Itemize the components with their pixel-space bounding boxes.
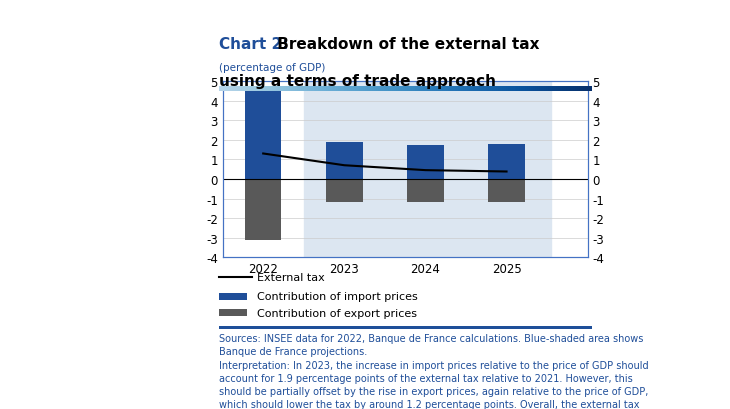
Bar [407,145,444,180]
Bar [488,144,525,180]
Text: Chart 2:: Chart 2: [219,37,288,52]
Text: Sources: INSEE data for 2022, Banque de France calculations. Blue-shaded area sh: Sources: INSEE data for 2022, Banque de … [219,333,649,409]
Text: using a terms of trade approach: using a terms of trade approach [219,74,496,89]
Bar [245,180,282,240]
Bar [326,180,363,203]
Text: Breakdown of the external tax: Breakdown of the external tax [272,37,539,52]
Text: External tax: External tax [257,272,325,282]
Text: Contribution of export prices: Contribution of export prices [257,308,417,318]
Bar [304,82,551,258]
Text: (percentage of GDP): (percentage of GDP) [219,63,326,73]
Text: Contribution of import prices: Contribution of import prices [257,292,418,301]
Bar [407,180,444,203]
Bar [245,92,282,180]
Bar [326,142,363,180]
Bar [488,180,525,203]
